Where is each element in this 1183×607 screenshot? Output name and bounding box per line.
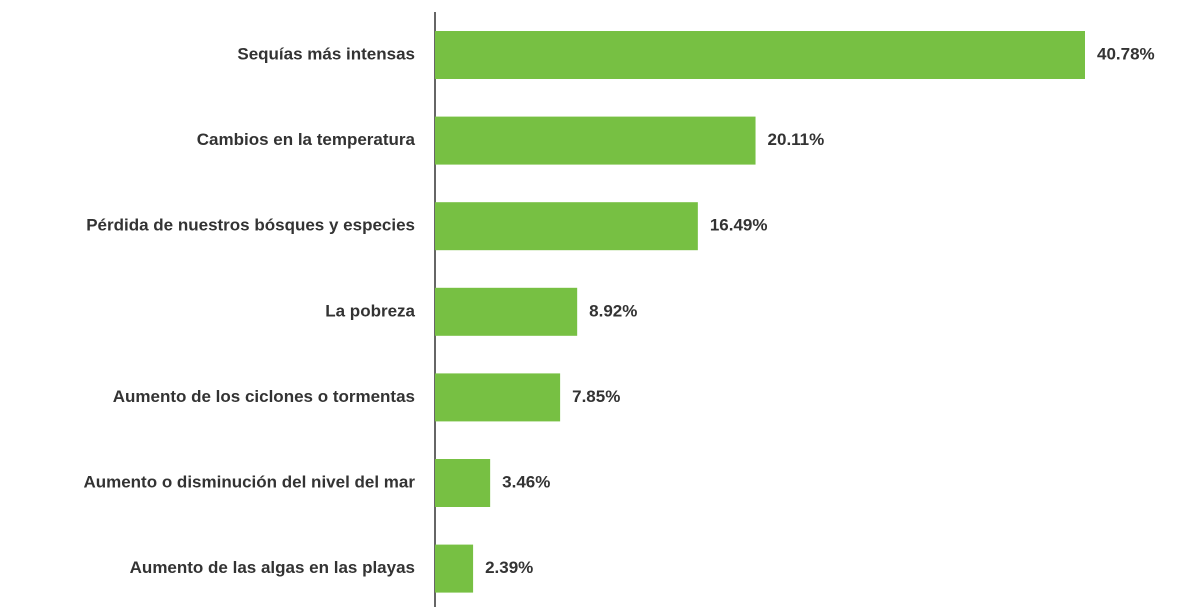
value-label: 40.78% <box>1097 44 1155 63</box>
category-label: Aumento de las algas en las playas <box>130 558 415 577</box>
value-label: 8.92% <box>589 301 637 320</box>
category-label: Aumento o disminución del nivel del mar <box>83 472 415 491</box>
bar <box>435 202 698 251</box>
category-label: Cambios en la temperatura <box>197 130 416 149</box>
category-label: La pobreza <box>325 301 415 320</box>
bar <box>435 459 491 507</box>
value-label: 16.49% <box>710 216 768 235</box>
bar <box>435 544 474 593</box>
category-label: Pérdida de nuestros bósques y especies <box>86 216 415 235</box>
bar <box>435 287 578 336</box>
value-label: 7.85% <box>572 387 620 406</box>
value-label: 3.46% <box>502 472 550 491</box>
category-label: Sequías más intensas <box>237 44 415 63</box>
bar <box>435 373 561 422</box>
value-label: 2.39% <box>485 558 533 577</box>
bar <box>435 116 756 165</box>
bar <box>435 31 1085 79</box>
value-label: 20.11% <box>768 130 825 149</box>
category-label: Aumento de los ciclones o tormentas <box>113 387 415 406</box>
